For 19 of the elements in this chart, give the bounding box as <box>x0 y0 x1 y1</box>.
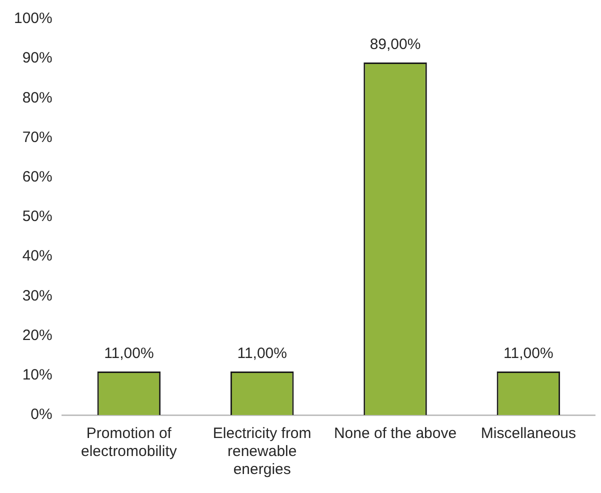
x-tick-label: Electricity from renewable energies <box>212 425 312 478</box>
y-tick-label: 60% <box>22 168 52 186</box>
x-tick-label: None of the above <box>334 425 457 442</box>
data-label: 11,00% <box>237 345 287 362</box>
y-tick-label: 30% <box>22 287 52 304</box>
data-label: 11,00% <box>104 345 154 362</box>
data-label: 89,00% <box>370 36 421 54</box>
data-label: 11,00% <box>504 345 554 362</box>
y-tick-label: 100% <box>14 10 52 28</box>
y-tick-label: 40% <box>22 248 52 265</box>
y-tick-label: 70% <box>22 128 52 146</box>
y-tick-label: 90% <box>22 50 52 67</box>
y-tick-label: 10% <box>22 366 52 384</box>
y-tick-label: 20% <box>22 326 52 344</box>
x-tick-label: Promotion of electromobility <box>81 425 178 460</box>
y-tick-label: 80% <box>22 89 52 106</box>
x-tick-label: Miscellaneous <box>480 425 576 442</box>
y-tick-label: 0% <box>30 406 52 424</box>
y-tick-label: 50% <box>22 208 52 226</box>
